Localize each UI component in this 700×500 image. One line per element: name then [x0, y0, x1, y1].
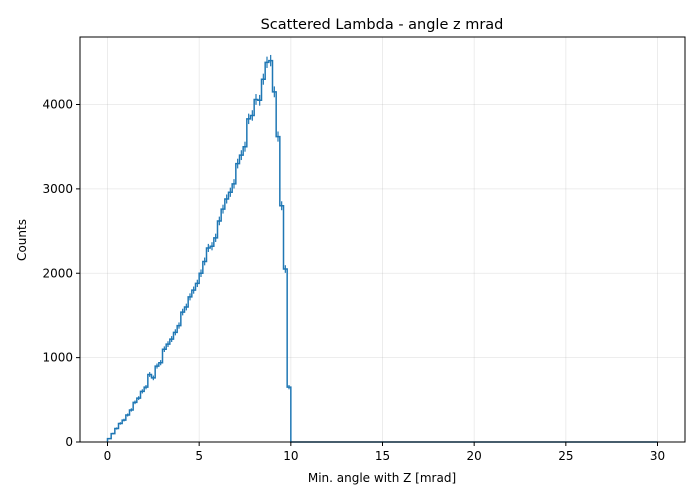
x-tick-label: 0 — [104, 449, 112, 463]
axis-ticks: 0 5 10 15 20 25 30 0 1000 2000 3000 4000 — [42, 98, 665, 464]
x-tick-label: 20 — [467, 449, 482, 463]
x-tick-label: 30 — [650, 449, 665, 463]
y-tick-label: 1000 — [42, 351, 73, 365]
y-axis-label: Counts — [15, 219, 29, 261]
y-tick-label: 4000 — [42, 98, 73, 112]
x-tick-label: 15 — [375, 449, 390, 463]
chart-title: Scattered Lambda - angle z mrad — [261, 17, 504, 33]
x-tick-label: 10 — [283, 449, 298, 463]
y-tick-label: 3000 — [42, 182, 73, 196]
x-tick-label: 25 — [558, 449, 573, 463]
x-tick-label: 5 — [195, 449, 203, 463]
histogram-step-line — [106, 59, 658, 443]
x-axis-label: Min. angle with Z [mrad] — [308, 471, 456, 485]
y-tick-label: 2000 — [42, 266, 73, 280]
plot-area — [106, 54, 658, 443]
grid-lines — [80, 37, 685, 443]
y-tick-label: 0 — [65, 435, 73, 449]
